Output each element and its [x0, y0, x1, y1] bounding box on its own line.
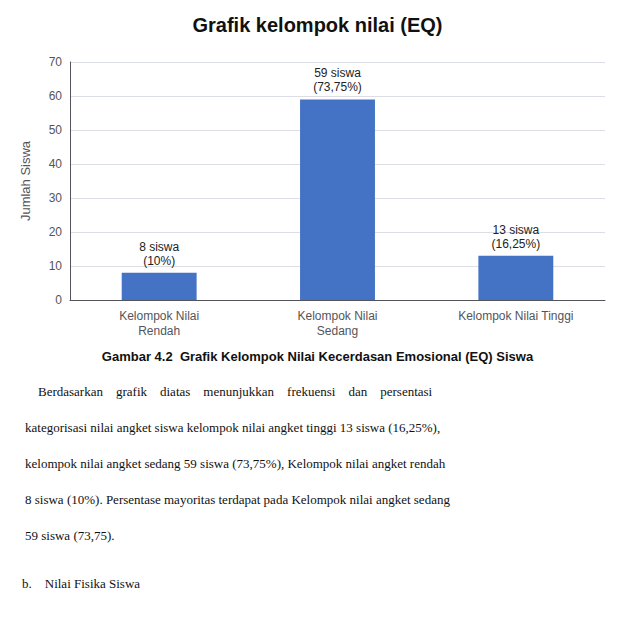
- svg-text:(16,25%): (16,25%): [491, 237, 540, 251]
- svg-text:b. Nilai Fisika Siswa: b. Nilai Fisika Siswa: [22, 576, 140, 591]
- svg-text:70: 70: [49, 55, 63, 69]
- svg-text:Kelompok Nilai: Kelompok Nilai: [297, 309, 377, 323]
- svg-text:30: 30: [49, 191, 63, 205]
- svg-text:(10%): (10%): [143, 254, 175, 268]
- svg-text:kelompok nilai angket sedang 5: kelompok nilai angket sedang 59 siswa (7…: [25, 456, 446, 471]
- svg-text:kategorisasi nilai angket sisw: kategorisasi nilai angket siswa kelompok…: [25, 420, 440, 435]
- svg-text:40: 40: [49, 157, 63, 171]
- svg-text:59 siswa (73,75).: 59 siswa (73,75).: [25, 528, 115, 543]
- svg-text:20: 20: [49, 225, 63, 239]
- svg-text:13 siswa: 13 siswa: [492, 223, 539, 237]
- svg-text:(73,75%): (73,75%): [313, 80, 362, 94]
- svg-text:Kelompok Nilai Tinggi: Kelompok Nilai Tinggi: [458, 309, 573, 323]
- svg-text:8 siswa: 8 siswa: [139, 240, 179, 254]
- svg-text:Sedang: Sedang: [317, 324, 358, 338]
- svg-text:Gambar 4.2 Grafik Kelompok Ni: Gambar 4.2 Grafik Kelompok Nilai Kecerda…: [102, 349, 534, 364]
- svg-text:8 siswa (10%). Persentase mayo: 8 siswa (10%). Persentase mayoritas terd…: [25, 492, 450, 507]
- svg-text:0: 0: [55, 293, 62, 307]
- svg-text:60: 60: [49, 89, 63, 103]
- svg-text:10: 10: [49, 259, 63, 273]
- svg-text:Kelompok Nilai: Kelompok Nilai: [119, 309, 199, 323]
- svg-text:Grafik kelompok nilai (EQ): Grafik kelompok nilai (EQ): [192, 14, 442, 36]
- svg-text:Rendah: Rendah: [138, 324, 180, 338]
- svg-text:59 siswa: 59 siswa: [314, 66, 361, 80]
- svg-text:Jumlah Siswa: Jumlah Siswa: [18, 140, 33, 221]
- svg-text:50: 50: [49, 123, 63, 137]
- svg-text:Berdasarkan grafik diata: Berdasarkan grafik diatas menunjukkan fr…: [25, 384, 433, 399]
